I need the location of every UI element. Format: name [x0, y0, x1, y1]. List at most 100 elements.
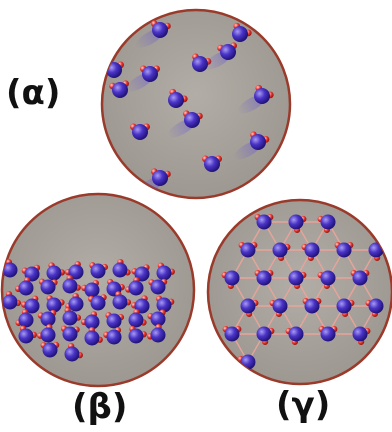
oxygen-atom	[224, 270, 240, 286]
water-molecule	[109, 80, 129, 98]
water-molecule	[112, 258, 131, 278]
oxygen-atom	[24, 298, 40, 314]
water-molecule	[334, 242, 354, 258]
water-molecule	[21, 295, 40, 314]
oxygen-atom	[142, 66, 158, 82]
solid-molecules	[221, 214, 387, 373]
oxygen-atom	[128, 280, 144, 296]
oxygen-atom	[320, 214, 336, 230]
water-molecule	[37, 309, 57, 327]
water-molecule	[46, 262, 66, 281]
oxygen-atom	[288, 270, 304, 286]
oxygen-atom	[256, 214, 272, 230]
water-molecule	[18, 325, 37, 344]
water-molecule	[317, 214, 336, 233]
water-molecule	[103, 327, 122, 345]
oxygen-atom	[84, 282, 100, 298]
water-molecule	[15, 309, 34, 328]
oxygen-atom	[90, 295, 106, 311]
water-molecule	[318, 326, 338, 342]
oxygen-atom	[18, 280, 34, 296]
water-molecule	[202, 155, 222, 172]
water-molecule	[128, 325, 147, 344]
oxygen-atom	[84, 314, 100, 330]
oxygen-atom	[192, 56, 208, 72]
water-molecule	[105, 312, 125, 329]
gas-molecules	[104, 20, 274, 196]
water-molecule	[336, 298, 355, 317]
water-molecule	[64, 261, 84, 280]
oxygen-atom	[18, 328, 34, 344]
oxygen-atom	[352, 326, 368, 342]
water-molecule	[64, 343, 83, 362]
water-molecule	[301, 242, 320, 261]
oxygen-atom	[240, 298, 256, 314]
water-molecule	[288, 270, 307, 289]
oxygen-atom	[2, 262, 18, 278]
water-molecule	[80, 311, 100, 330]
water-molecule	[232, 22, 252, 42]
oxygen-atom	[240, 354, 256, 370]
liquid-molecules	[2, 258, 175, 362]
oxygen-atom	[42, 342, 58, 358]
oxygen-atom	[62, 326, 78, 342]
water-molecule	[237, 84, 274, 114]
oxygen-atom	[40, 311, 56, 327]
oxygen-atom	[112, 82, 128, 98]
water-molecule	[125, 276, 144, 296]
water-molecule	[62, 274, 81, 294]
oxygen-atom	[304, 242, 320, 258]
water-molecule	[221, 270, 240, 289]
oxygen-atom	[152, 22, 168, 38]
water-molecule	[135, 20, 171, 48]
water-molecule	[302, 298, 322, 314]
water-molecule	[222, 326, 242, 342]
water-molecule	[269, 298, 288, 317]
water-molecule	[15, 277, 34, 296]
oxygen-atom	[62, 278, 78, 294]
oxygen-atom	[112, 294, 128, 310]
oxygen-atom	[256, 326, 272, 342]
water-molecule	[147, 309, 166, 327]
oxygen-atom	[64, 346, 80, 362]
water-molecule	[288, 214, 307, 233]
water-molecule	[60, 325, 80, 342]
oxygen-atom	[288, 214, 304, 230]
water-molecule	[167, 110, 203, 138]
oxygen-atom	[352, 270, 368, 286]
oxygen-atom	[128, 312, 144, 328]
water-molecule	[130, 123, 150, 140]
water-molecule	[81, 279, 100, 298]
oxygen-atom	[250, 134, 266, 150]
water-molecule	[147, 323, 166, 343]
oxygen-atom	[150, 327, 166, 343]
water-molecule	[256, 326, 275, 345]
water-molecule	[240, 298, 259, 317]
oxygen-atom	[288, 326, 304, 342]
oxygen-atom	[112, 262, 128, 278]
water-molecule	[89, 262, 108, 279]
water-molecule	[285, 326, 304, 345]
oxygen-atom	[204, 156, 220, 172]
water-molecule	[156, 295, 175, 313]
water-molecule	[365, 298, 384, 317]
oxygen-atom	[272, 242, 288, 258]
oxygen-atom	[320, 270, 336, 286]
oxygen-atom	[68, 296, 84, 312]
oxygen-atom	[62, 310, 78, 326]
panel-gamma-solid	[206, 198, 392, 386]
label-gamma: (γ)	[276, 385, 331, 425]
water-molecule	[84, 326, 103, 346]
oxygen-atom	[46, 297, 62, 313]
oxygen-atom	[156, 265, 172, 281]
oxygen-atom	[168, 92, 184, 108]
oxygen-atom	[256, 270, 272, 286]
oxygen-atom	[224, 326, 240, 342]
water-molecule	[62, 307, 82, 326]
water-molecule	[254, 270, 274, 286]
water-molecule	[148, 278, 168, 295]
water-molecule	[350, 270, 370, 286]
oxygen-atom	[368, 298, 384, 314]
water-molecule	[2, 291, 21, 310]
